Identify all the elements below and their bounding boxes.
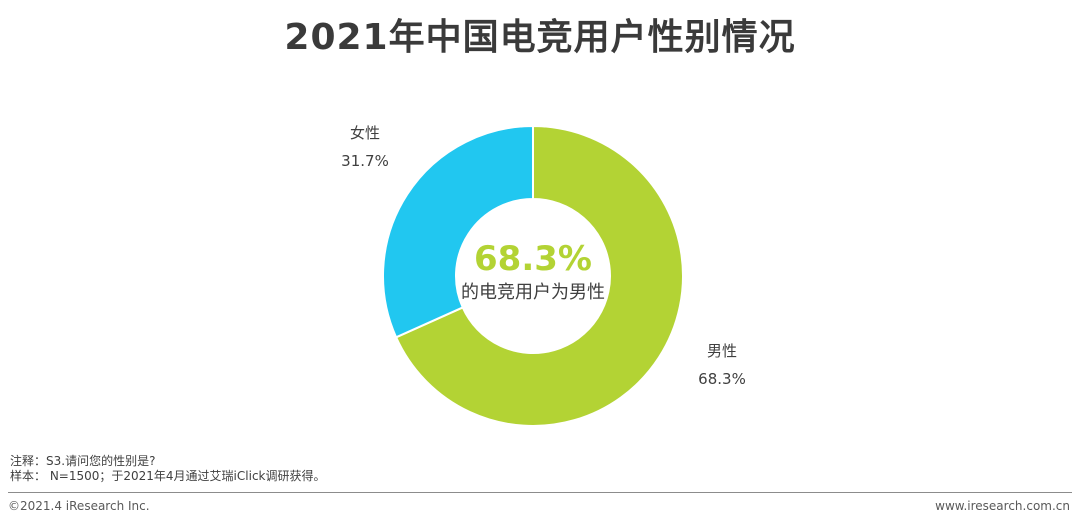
donut-slices xyxy=(382,124,684,427)
sample-line: 样本： N=1500；于2021年4月通过艾瑞iClick调研获得。 xyxy=(10,469,326,483)
note-line: 注释：S3.请问您的性别是? xyxy=(10,454,156,468)
footer-divider xyxy=(8,492,1072,493)
donut-slice-female xyxy=(382,124,534,339)
page-title: 2021年中国电竞用户性别情况 xyxy=(284,17,796,58)
slice-label-female-name: 女性 xyxy=(350,124,380,142)
donut-slice-male xyxy=(394,124,684,427)
slice-label-male-name: 男性 xyxy=(707,342,737,360)
slice-label-female-value: 31.7% xyxy=(341,152,389,170)
copyright-text: ©2021.4 iResearch Inc. xyxy=(8,499,150,513)
slice-label-male-value: 68.3% xyxy=(698,370,746,388)
notes-block: 注释：S3.请问您的性别是? 样本： N=1500；于2021年4月通过艾瑞iC… xyxy=(10,454,326,484)
donut-chart: 68.3% 的电竞用户为男性 女性 31.7% 男性 68.3% xyxy=(341,124,746,427)
center-caption: 的电竞用户为男性 xyxy=(461,282,605,303)
center-value-label: 68.3% xyxy=(474,239,592,279)
website-link[interactable]: www.iresearch.com.cn xyxy=(935,499,1070,513)
